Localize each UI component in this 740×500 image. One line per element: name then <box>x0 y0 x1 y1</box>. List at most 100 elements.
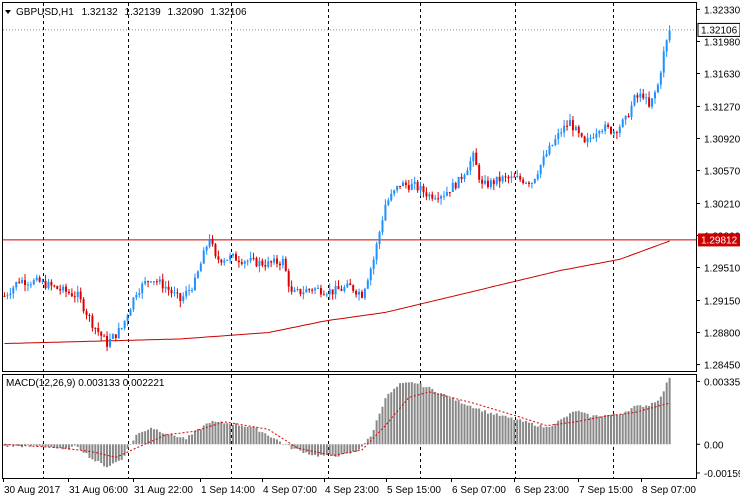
candle-body <box>343 287 346 291</box>
macd-bar <box>205 423 208 445</box>
bull-candle <box>249 251 252 264</box>
candle-body <box>571 120 574 131</box>
macd-bar <box>152 429 155 445</box>
bull-candle <box>545 149 548 158</box>
macd-bar <box>270 437 273 445</box>
candle-body <box>425 192 428 197</box>
macd-bar <box>454 400 457 445</box>
bear-candle <box>580 132 583 138</box>
bear-candle <box>56 285 59 290</box>
candle-body <box>358 291 361 295</box>
macd-bar <box>428 386 431 445</box>
bull-candle <box>358 288 361 301</box>
candle-body <box>533 178 536 183</box>
macd-bar <box>261 432 264 445</box>
candle-body <box>167 286 170 290</box>
candle-body <box>214 244 217 257</box>
candle-body <box>437 198 440 200</box>
bull-candle <box>440 194 443 205</box>
candle-body <box>173 292 176 294</box>
macd-tick-label: 0.00 <box>704 440 724 451</box>
bear-candle <box>290 280 293 295</box>
bear-candle <box>237 256 240 268</box>
macd-bar <box>378 413 381 445</box>
candle-body <box>331 289 334 295</box>
candle-body <box>410 183 413 190</box>
macd-bar <box>642 406 645 445</box>
bull-candle <box>410 178 413 191</box>
bull-candle <box>495 176 498 187</box>
bear-candle <box>513 172 516 178</box>
macd-bar <box>545 426 548 445</box>
macd-bar <box>234 423 237 445</box>
dropdown-triangle-icon[interactable] <box>5 10 11 14</box>
macd-bar <box>601 416 604 445</box>
candle-body <box>82 299 85 312</box>
candle-body <box>527 182 530 185</box>
candle-body <box>150 281 152 283</box>
macd-bar <box>486 413 489 445</box>
candle-body <box>50 281 53 286</box>
candle-body <box>366 280 369 289</box>
bull-candle <box>665 39 668 57</box>
candle-body <box>3 295 6 297</box>
candle-body <box>158 279 161 282</box>
bull-candle <box>243 260 246 269</box>
candle-body <box>188 290 191 292</box>
macd-bar <box>366 438 369 445</box>
macd-bar <box>273 438 276 445</box>
candle-body <box>325 294 328 296</box>
bull-candle <box>393 189 396 197</box>
macd-bar <box>278 441 281 445</box>
candle-body <box>583 136 586 143</box>
price-tick-label: 1.31980 <box>704 37 740 48</box>
bull-candle <box>191 287 194 294</box>
candle-body <box>117 328 120 339</box>
candle-body <box>12 287 15 294</box>
macd-bar <box>281 443 284 445</box>
macd-bar <box>548 427 551 445</box>
macd-bar <box>492 414 495 445</box>
macd-bar <box>237 425 240 445</box>
candle-body <box>196 271 199 278</box>
bull-candle <box>639 88 642 102</box>
macd-bar <box>317 444 320 457</box>
candle-body <box>144 281 147 284</box>
bear-candle <box>3 292 6 297</box>
macd-bar <box>290 444 293 450</box>
candle-body <box>393 190 396 194</box>
macd-bar <box>296 444 299 449</box>
macd-bar <box>495 413 498 445</box>
candle-body <box>234 253 237 261</box>
macd-bar <box>173 435 176 445</box>
bull-candle <box>530 182 533 189</box>
bull-candle <box>366 278 369 290</box>
candle-body <box>627 115 630 118</box>
bull-candle <box>378 230 381 250</box>
bear-candle <box>70 288 73 298</box>
macd-bar <box>185 439 188 445</box>
macd-bar <box>343 444 346 454</box>
bull-candle <box>472 150 475 167</box>
bear-candle <box>240 258 243 266</box>
candle-body <box>504 176 507 178</box>
bull-candle <box>325 292 328 298</box>
bear-candle <box>519 173 522 183</box>
candle-body <box>384 204 387 221</box>
macd-bar <box>18 444 21 447</box>
bull-candle <box>12 285 15 299</box>
candle-body <box>211 238 214 245</box>
macd-bar <box>589 417 592 445</box>
candle-body <box>399 185 402 187</box>
macd-bar <box>610 414 613 445</box>
bull-candle <box>281 255 284 269</box>
candle-body <box>185 290 188 297</box>
candle-body <box>525 182 528 184</box>
price-tick-label: 1.31270 <box>704 102 740 113</box>
bull-candle <box>76 285 79 303</box>
candle-body <box>346 283 349 288</box>
current-price-label: 1.32106 <box>701 25 738 36</box>
candle-body <box>138 293 141 295</box>
macd-bar <box>331 444 334 456</box>
